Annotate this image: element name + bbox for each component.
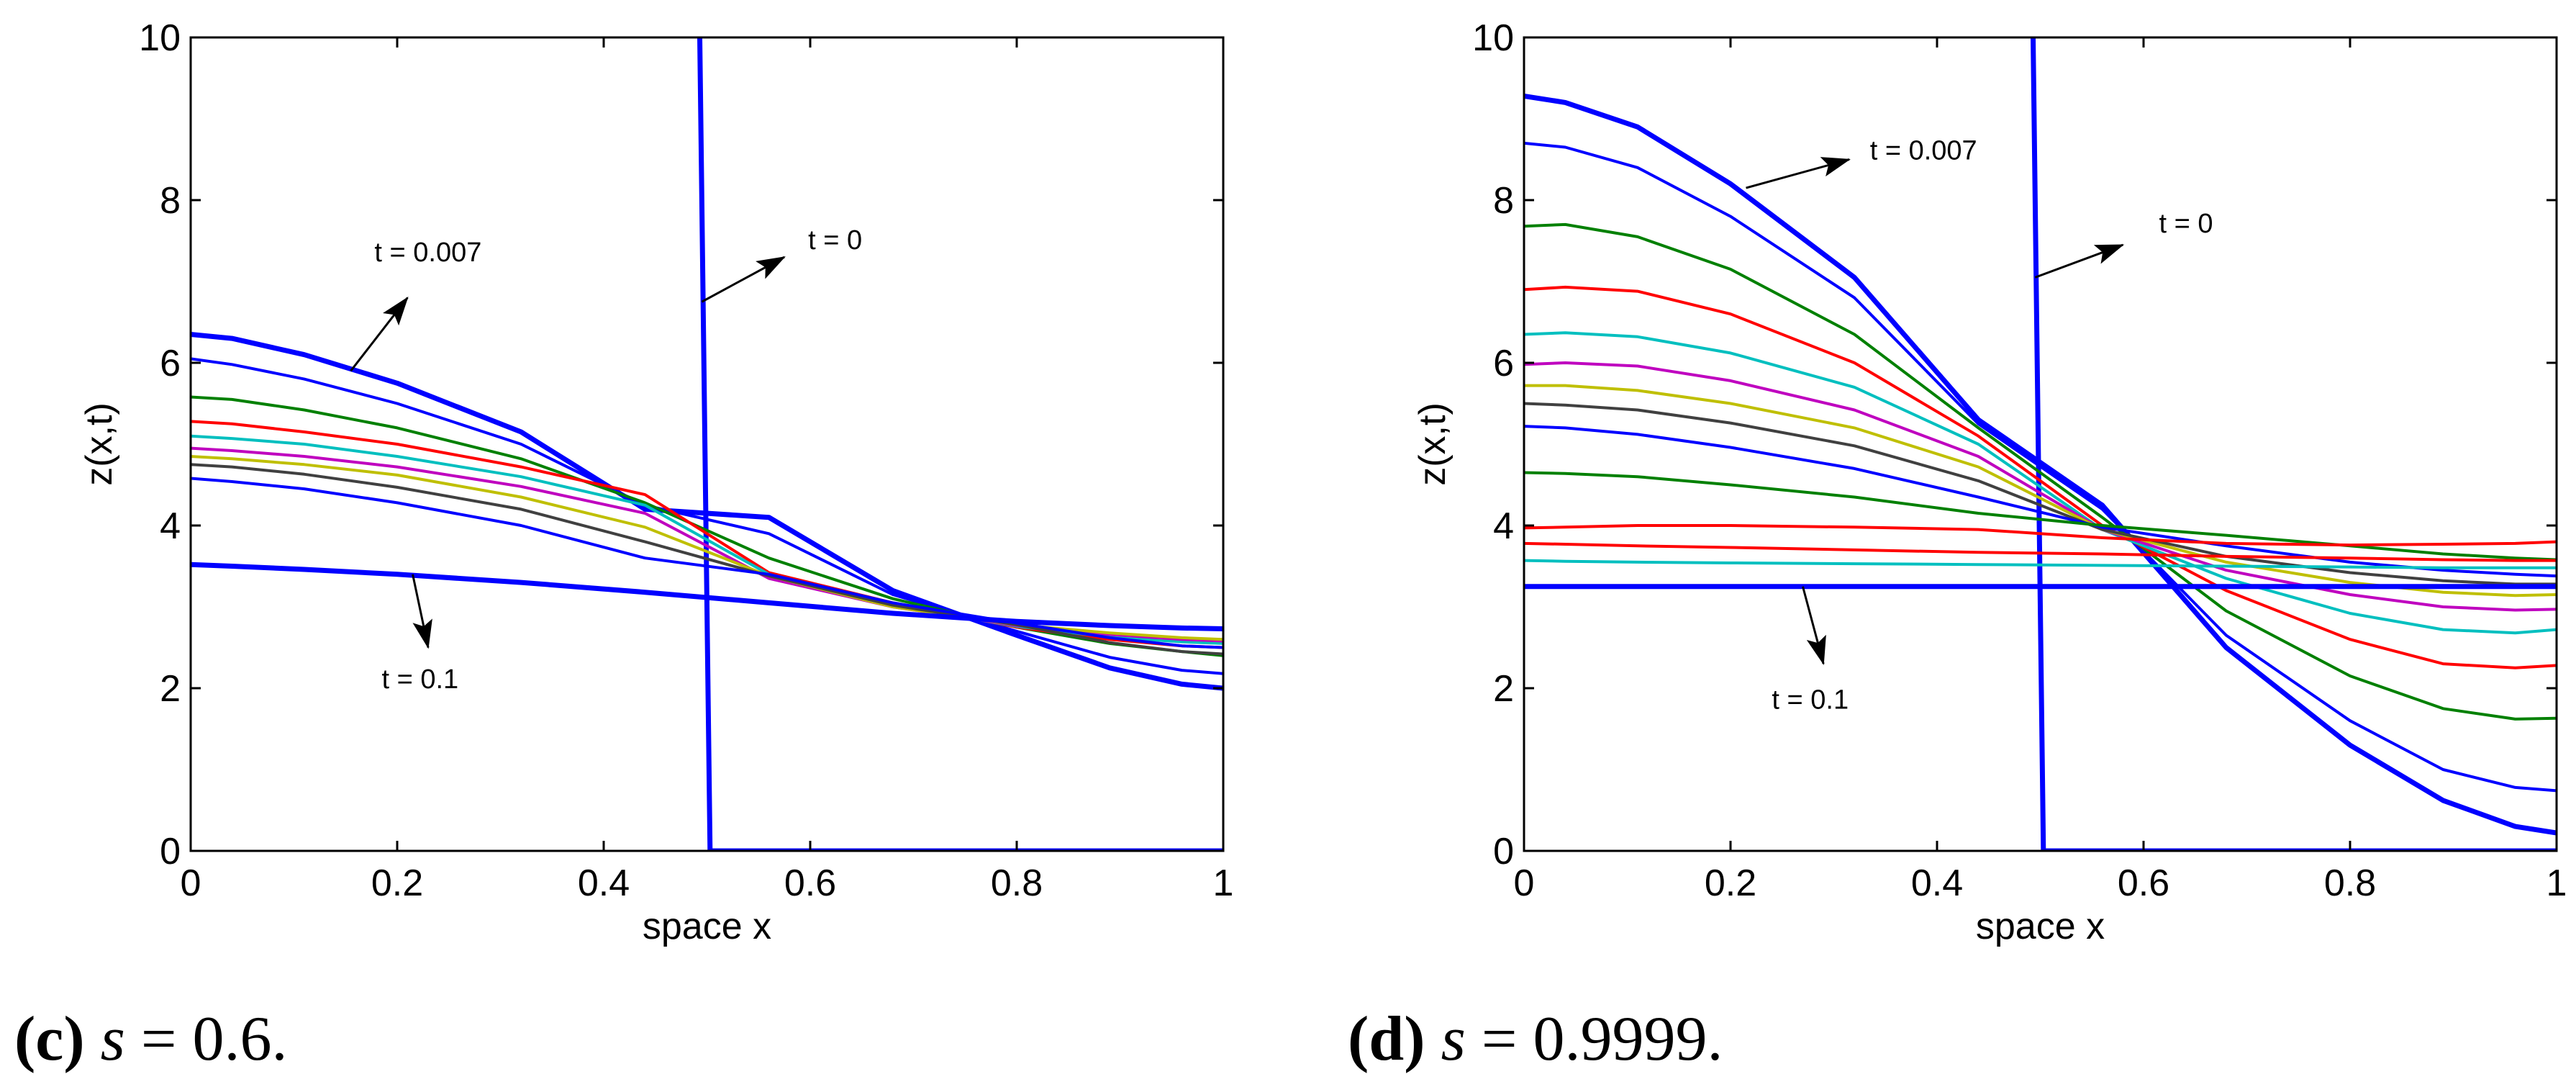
y-tick-label-c-3: 6 <box>160 343 181 384</box>
y-tick-label-d-3: 6 <box>1493 343 1514 384</box>
annotation-label-d-2: t = 0.1 <box>1772 685 1849 715</box>
series-layer-d <box>1524 37 2557 851</box>
annotation-arrow-d-0 <box>1746 157 1851 189</box>
caption-label-c: (c) <box>14 1004 85 1074</box>
x-tick-label-c-4: 0.8 <box>991 862 1043 904</box>
x-axis-label-d: space x <box>1976 906 2105 947</box>
x-tick-label-c-5: 1 <box>1213 862 1234 904</box>
y-tick-label-d-2: 4 <box>1493 505 1514 547</box>
series-line-c-9 <box>191 477 1223 649</box>
caption-c: (c) s = 0.6. <box>14 1004 288 1074</box>
series-line-c-1 <box>191 332 1223 691</box>
annotation-label-d-0: t = 0.007 <box>1870 136 1977 166</box>
series-line-c-10 <box>191 561 1223 631</box>
series-line-d-1 <box>1524 93 2557 836</box>
annotation-layer-c: t = 0.007 t = 0 t = 0.1 <box>350 225 862 695</box>
annotation-layer-d: t = 0.007 t = 0 t = 0.1 <box>1746 136 2213 715</box>
annotation-arrow-c-0 <box>350 297 409 372</box>
series-line-c-2 <box>191 357 1223 675</box>
annotation-arrow-c-1 <box>701 256 786 303</box>
caption-label-d: (d) <box>1348 1004 1425 1074</box>
series-line-d-13 <box>1524 559 2557 569</box>
y-axis-label-c: z(x,t) <box>78 402 120 486</box>
annotation-label-c-2: t = 0.1 <box>381 664 458 695</box>
series-line-d-2 <box>1524 141 2557 793</box>
series-line-c-0 <box>697 37 1223 851</box>
y-tick-label-d-5: 10 <box>1472 17 1514 59</box>
series-line-d-7 <box>1524 384 2557 597</box>
series-line-d-0 <box>2031 37 2557 851</box>
x-tick-label-c-0: 0 <box>181 862 201 904</box>
annotation-label-d-1: t = 0 <box>2159 209 2213 239</box>
y-tick-label-c-0: 0 <box>160 831 181 872</box>
plot-frame-c <box>189 36 1225 852</box>
x-tick-label-c-3: 0.6 <box>784 862 836 904</box>
y-tick-label-c-5: 10 <box>139 17 181 59</box>
series-line-c-8 <box>191 463 1223 656</box>
series-line-d-5 <box>1524 331 2557 635</box>
annotation-arrow-d-1 <box>2034 243 2125 279</box>
series-line-d-6 <box>1524 361 2557 612</box>
y-tick-label-c-2: 4 <box>160 505 181 547</box>
series-line-d-12 <box>1524 541 2557 562</box>
series-line-d-10 <box>1524 471 2557 561</box>
annotation-arrow-d-2 <box>1802 586 1826 666</box>
series-layer-c <box>191 37 1223 851</box>
annotation-label-c-1: t = 0 <box>808 225 862 256</box>
x-tick-label-c-2: 0.4 <box>578 862 630 904</box>
caption-d: (d) s = 0.9999. <box>1348 1004 1723 1074</box>
caption-eq-d: = 0.9999. <box>1482 1004 1723 1074</box>
series-line-d-8 <box>1524 402 2557 586</box>
series-line-c-7 <box>191 455 1223 641</box>
y-tick-label-d-0: 0 <box>1493 831 1514 872</box>
y-tick-label-c-4: 8 <box>160 180 181 222</box>
caption-var-d: s <box>1441 1004 1466 1074</box>
y-tick-label-d-1: 2 <box>1493 668 1514 710</box>
annotation-label-c-0: t = 0.007 <box>374 238 481 268</box>
caption-var-c: s <box>101 1004 125 1074</box>
x-tick-label-d-0: 0 <box>1514 862 1535 904</box>
y-tick-label-d-4: 8 <box>1493 180 1514 222</box>
x-tick-label-d-1: 0.2 <box>1705 862 1756 904</box>
series-line-d-4 <box>1524 285 2557 669</box>
series-line-c-6 <box>191 446 1223 643</box>
x-tick-label-d-2: 0.4 <box>1911 862 1963 904</box>
x-tick-label-d-4: 0.8 <box>2324 862 2376 904</box>
plot-frame-d <box>1523 36 2558 852</box>
annotation-arrow-c-2 <box>412 574 432 649</box>
series-line-d-9 <box>1524 425 2557 578</box>
y-tick-label-c-1: 2 <box>160 668 181 710</box>
series-line-d-11 <box>1524 524 2557 547</box>
y-axis-label-d: z(x,t) <box>1412 402 1453 486</box>
x-tick-label-c-1: 0.2 <box>371 862 423 904</box>
x-axis-label-c: space x <box>643 906 771 947</box>
x-tick-label-d-5: 1 <box>2546 862 2567 904</box>
caption-eq-c: = 0.6. <box>141 1004 288 1074</box>
series-line-d-3 <box>1524 222 2557 721</box>
x-tick-label-d-3: 0.6 <box>2118 862 2169 904</box>
